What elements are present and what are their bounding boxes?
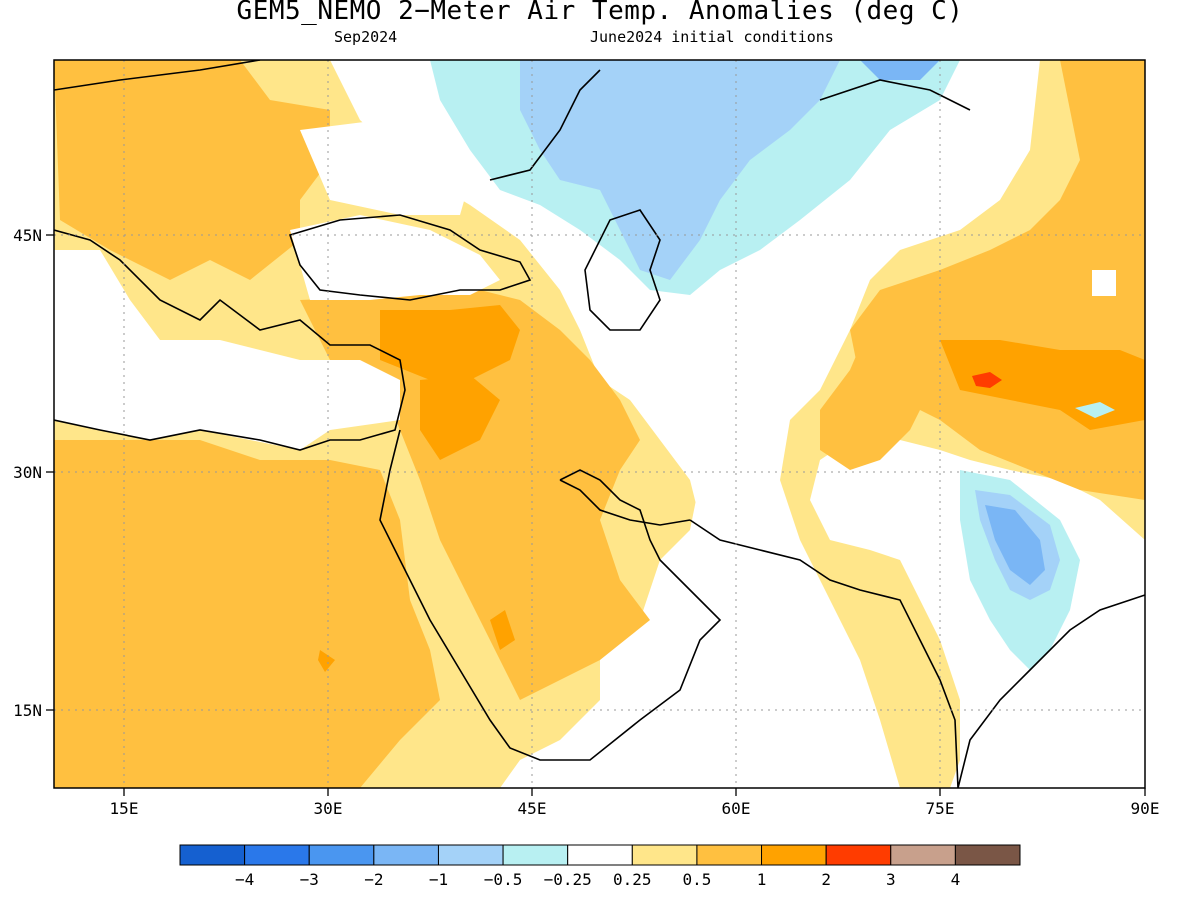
tick-marks	[46, 234, 1146, 796]
lat-tick-30n: 30N	[13, 463, 42, 482]
colorbar-swatch	[825, 844, 892, 866]
colorbar-swatch	[631, 844, 698, 866]
lon-tick-30e: 30E	[314, 799, 343, 818]
colorbar-label: 0.5	[682, 870, 711, 889]
lon-tick-90e: 90E	[1131, 799, 1160, 818]
colorbar-swatch	[437, 844, 504, 866]
colorbar-swatch	[890, 844, 956, 866]
colorbar-swatch	[502, 844, 569, 866]
lon-tick-45e: 45E	[518, 799, 547, 818]
anomaly-field	[54, 60, 1145, 788]
colorbar-label: −1	[429, 870, 448, 889]
map-title: GEM5_NEMO 2−Meter Air Temp. Anomalies (d…	[236, 0, 964, 26]
colorbar-label: −4	[235, 870, 254, 889]
colorbar-swatch	[373, 844, 439, 866]
map-frame	[53, 59, 1146, 789]
colorbar-label: 2	[821, 870, 831, 889]
gridlines	[54, 60, 1145, 788]
lat-tick-15n: 15N	[13, 701, 42, 720]
colorbar-swatch	[567, 844, 633, 866]
colorbar-swatch	[954, 844, 1021, 866]
colorbar-label: 3	[886, 870, 896, 889]
lon-tick-15e: 15E	[110, 799, 139, 818]
colorbar-swatch	[244, 844, 310, 866]
colorbar-label: 1	[757, 870, 767, 889]
colorbar-label: −0.5	[484, 870, 523, 889]
colorbar-swatch	[179, 844, 246, 866]
colorbar: −4 −3 −2 −1 −0.5 −0.25 0.25 0.5 1 2 3 4	[179, 844, 1021, 889]
colorbar-label: −0.25	[544, 870, 592, 889]
colorbar-label: −2	[364, 870, 383, 889]
colorbar-label: −3	[300, 870, 319, 889]
coastlines	[54, 60, 1145, 788]
lon-tick-60e: 60E	[722, 799, 751, 818]
colorbar-swatch	[761, 844, 827, 866]
colorbar-label: 4	[951, 870, 961, 889]
lon-tick-75e: 75E	[926, 799, 955, 818]
colorbar-swatch	[696, 844, 763, 866]
valid-month: Sep2024	[334, 28, 398, 46]
initial-conditions-label: June2024 initial conditions	[590, 28, 834, 46]
lat-tick-45n: 45N	[13, 226, 42, 245]
colorbar-swatch	[308, 844, 375, 866]
colorbar-label: 0.25	[613, 870, 652, 889]
